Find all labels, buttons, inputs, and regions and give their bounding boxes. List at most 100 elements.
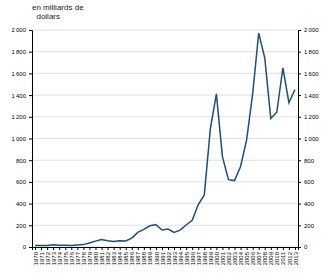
tick: 2 000 (298, 27, 319, 33)
line (35, 33, 295, 245)
tick-mark (120, 247, 121, 250)
tick-label: 2013 (293, 251, 299, 265)
tick-label: 1 400 (304, 93, 319, 99)
x-axis: 1970197119721973197419751976197719781979… (33, 247, 299, 265)
title-line: dollars (32, 12, 60, 21)
axis-line (33, 248, 299, 251)
tick: 0 (23, 244, 32, 250)
tick-label: 0 (304, 244, 308, 250)
tick-mark (247, 247, 248, 250)
tick-mark (265, 247, 266, 250)
tick-mark (132, 247, 133, 250)
tick-label: 600 (16, 179, 27, 185)
tick-mark (298, 247, 301, 248)
tick-label: 0 (23, 244, 27, 250)
title-line: en milliards de (32, 3, 84, 12)
tick-mark (228, 247, 229, 250)
y2-axis: 02004006008001 0001 2001 4001 6001 8002 … (298, 27, 319, 250)
tick-mark (29, 160, 32, 161)
tick-mark (59, 247, 60, 250)
tick-mark (29, 30, 32, 31)
tick-mark (29, 247, 32, 248)
tick-mark (277, 247, 278, 250)
tick-mark (144, 247, 145, 250)
tick-label: 2 000 (11, 27, 26, 33)
tick: 2 000 (11, 27, 32, 33)
tick-mark (71, 247, 72, 250)
tick-mark (253, 247, 254, 250)
tick-mark (47, 247, 48, 250)
tick-mark (216, 247, 217, 250)
tick-mark (222, 247, 223, 250)
grid-line (32, 181, 298, 182)
tick-mark (186, 247, 187, 250)
tick-mark (180, 247, 181, 250)
tick: 1 200 (298, 114, 319, 120)
tick-mark (156, 247, 157, 250)
tick-mark (35, 247, 36, 250)
tick: 200 (16, 223, 32, 229)
tick-label: 200 (16, 223, 27, 229)
grid-line (32, 160, 298, 161)
tick-mark (89, 247, 90, 250)
grid-line (32, 30, 298, 31)
tick-mark (108, 247, 109, 250)
tick: 2013 (293, 247, 299, 265)
tick-label: 200 (304, 223, 315, 229)
tick-mark (29, 52, 32, 53)
tick-mark (192, 247, 193, 250)
tick: 1 600 (298, 71, 319, 77)
tick-label: 400 (16, 201, 27, 207)
tick: 1 200 (11, 114, 32, 120)
tick: 1 400 (11, 93, 32, 99)
tick-mark (83, 247, 84, 250)
tick-mark (289, 247, 290, 250)
tick-mark (29, 182, 32, 183)
grid-line (32, 51, 298, 52)
tick-mark (259, 247, 260, 250)
grid-line (32, 73, 298, 74)
tick-mark (295, 247, 296, 250)
tick: 800 (16, 158, 32, 164)
tick-mark (77, 247, 78, 250)
tick-mark (29, 204, 32, 205)
tick-mark (150, 247, 151, 250)
tick: 600 (298, 179, 315, 185)
tick-label: 1 800 (11, 49, 26, 55)
tick: 0 (298, 244, 308, 250)
tick-mark (298, 52, 301, 53)
axis-line (29, 31, 33, 248)
tick-mark (102, 247, 103, 250)
tick: 1 400 (298, 93, 319, 99)
tick: 600 (16, 179, 32, 185)
tick-mark (204, 247, 205, 250)
tick-mark (298, 160, 301, 161)
tick-label: 1 200 (304, 114, 319, 120)
tick-mark (29, 73, 32, 74)
tick-label: 1 800 (304, 49, 319, 55)
tick-label: 1 600 (304, 71, 319, 77)
tick-label: 2 000 (304, 27, 319, 33)
tick-mark (283, 247, 284, 250)
tick-mark (138, 247, 139, 250)
grid (32, 30, 298, 247)
tick-mark (271, 247, 272, 250)
grid-line (32, 95, 298, 96)
grid-line (32, 203, 298, 204)
tick-label: 600 (304, 179, 315, 185)
tick: 1 800 (298, 49, 319, 55)
tick-mark (298, 139, 301, 140)
grid-line (32, 138, 298, 139)
tick-mark (162, 247, 163, 250)
tick-mark (65, 247, 66, 250)
plot-area (35, 33, 295, 245)
tick-mark (198, 247, 199, 250)
tick-mark (114, 247, 115, 250)
y-axis: 02004006008001 0001 2001 4001 6001 8002 … (11, 27, 32, 250)
tick: 400 (16, 201, 32, 207)
tick-mark (126, 247, 127, 250)
chart: 1970197119721973197419751976197719781979… (0, 0, 330, 273)
tick-mark (298, 225, 301, 226)
tick-mark (241, 247, 242, 250)
title: en milliards de dollars (32, 3, 84, 21)
